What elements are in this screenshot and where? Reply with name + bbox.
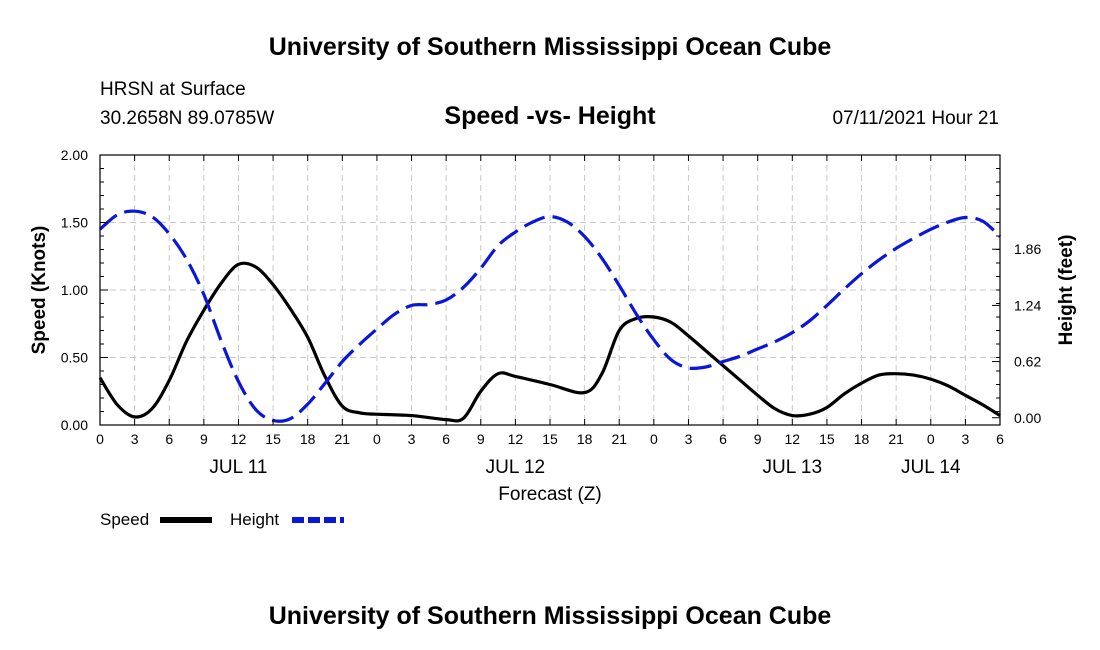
y-left-tick-label: 2.00 — [61, 147, 88, 163]
y-left-tick-label: 1.00 — [61, 282, 88, 298]
x-tick-label: 6 — [719, 431, 727, 447]
x-tick-label: 21 — [611, 431, 627, 447]
x-tick-label: 9 — [200, 431, 208, 447]
x-tick-label: 0 — [927, 431, 935, 447]
series-line-height — [98, 209, 1002, 423]
chart-title: Speed -vs- Height — [444, 102, 656, 130]
series-line-speed — [98, 261, 1001, 423]
grid — [100, 155, 1000, 425]
y-axis-right-label: Height (feet) — [1056, 235, 1077, 346]
x-date-label: JUL 12 — [486, 457, 546, 478]
page-title: University of Southern Mississippi Ocean… — [269, 33, 832, 61]
x-tick-label: 18 — [577, 431, 593, 447]
x-tick-label: 9 — [754, 431, 762, 447]
y-right-tick-label: 0.00 — [1014, 410, 1041, 426]
x-tick-label: 0 — [96, 431, 104, 447]
x-tick-label: 0 — [650, 431, 658, 447]
x-tick-label: 6 — [996, 431, 1004, 447]
x-tick-label: 3 — [961, 431, 969, 447]
x-date-label: JUL 11 — [209, 457, 267, 478]
x-tick-label: 12 — [785, 431, 801, 447]
series-layer — [98, 209, 1002, 423]
x-tick-label: 3 — [131, 431, 139, 447]
x-tick-label: 15 — [265, 431, 281, 447]
x-axis-label: Forecast (Z) — [498, 484, 601, 505]
legend: Speed Height — [100, 510, 344, 529]
x-tick-label: 18 — [300, 431, 316, 447]
y-left-tick-label: 0.50 — [61, 350, 88, 366]
forecast-datetime: 07/11/2021 Hour 21 — [832, 108, 999, 129]
legend-speed-label: Speed — [100, 510, 149, 529]
y-right-tick-label: 0.62 — [1014, 354, 1041, 370]
x-tick-label: 15 — [542, 431, 558, 447]
y-right-tick-label: 1.24 — [1014, 297, 1041, 313]
station-coords: 30.2658N 89.0785W — [100, 108, 274, 129]
x-tick-label: 0 — [373, 431, 381, 447]
x-tick-label: 12 — [508, 431, 524, 447]
x-tick-label: 6 — [165, 431, 173, 447]
y-axis-left-label: Speed (Knots) — [29, 226, 50, 355]
legend-height-label: Height — [230, 510, 279, 529]
axes: 0 3 6 9 12 15 18 21 0 3 6 9 12 15 18 21 0 3 6 9 12 15 18 21 0 3 6 J… — [61, 147, 1042, 478]
x-tick-label: 3 — [408, 431, 416, 447]
y-left-tick-label: 1.50 — [61, 215, 88, 231]
x-date-label: JUL 13 — [763, 457, 823, 478]
x-tick-label: 12 — [231, 431, 247, 447]
page-footer: University of Southern Mississippi Ocean… — [269, 602, 832, 630]
y-right-tick-label: 1.86 — [1014, 241, 1041, 257]
x-tick-label: 21 — [335, 431, 351, 447]
station-name: HRSN at Surface — [100, 79, 246, 100]
x-tick-label: 9 — [477, 431, 485, 447]
x-tick-label: 21 — [888, 431, 904, 447]
y-left-tick-label: 0.00 — [61, 417, 88, 433]
x-date-label: JUL 14 — [901, 457, 961, 478]
x-tick-label: 15 — [819, 431, 835, 447]
x-tick-label: 6 — [442, 431, 450, 447]
x-tick-label: 18 — [854, 431, 870, 447]
x-tick-label: 3 — [685, 431, 693, 447]
